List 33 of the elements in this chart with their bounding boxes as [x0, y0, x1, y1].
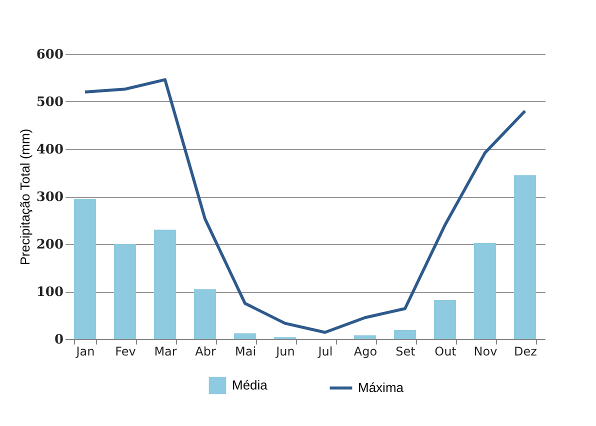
y-tick-label: 200 — [36, 238, 64, 252]
x-tick-label: Dez — [514, 344, 537, 358]
x-tick-label: Mar — [154, 344, 177, 358]
bar — [354, 335, 376, 339]
bar — [114, 244, 136, 339]
legend-label: Máxima — [358, 380, 404, 395]
bar — [234, 333, 256, 339]
y-axis-title: Precipitação Total (mm) — [17, 128, 32, 266]
y-tick-label: 100 — [36, 285, 64, 300]
y-tick-label: 300 — [36, 190, 64, 205]
bar — [394, 330, 416, 339]
bar — [74, 198, 96, 339]
bar — [514, 175, 536, 339]
line-series — [84, 78, 526, 334]
bar — [434, 300, 456, 339]
y-tick-label: 0 — [54, 332, 64, 348]
x-tick-label: Nov — [474, 344, 498, 358]
bar — [194, 289, 216, 339]
x-tick-label: Jun — [275, 344, 295, 358]
y-tick-label: 500 — [36, 95, 64, 110]
y-tick-label: 600 — [36, 48, 64, 62]
x-tick-label: Mai — [234, 344, 256, 358]
x-tick-label: Jan — [75, 344, 95, 358]
x-tick-label: Jul — [317, 344, 333, 358]
bar — [474, 243, 496, 339]
x-tick-label: Fev — [115, 344, 136, 358]
x-tick-label: Abr — [195, 344, 216, 358]
x-tick-label: Set — [396, 344, 416, 358]
x-tick-label: Out — [434, 344, 457, 358]
legend-label: Média — [232, 378, 268, 392]
y-tick-label: 400 — [36, 142, 64, 158]
x-tick-label: Ago — [354, 344, 378, 358]
bar — [154, 230, 176, 339]
